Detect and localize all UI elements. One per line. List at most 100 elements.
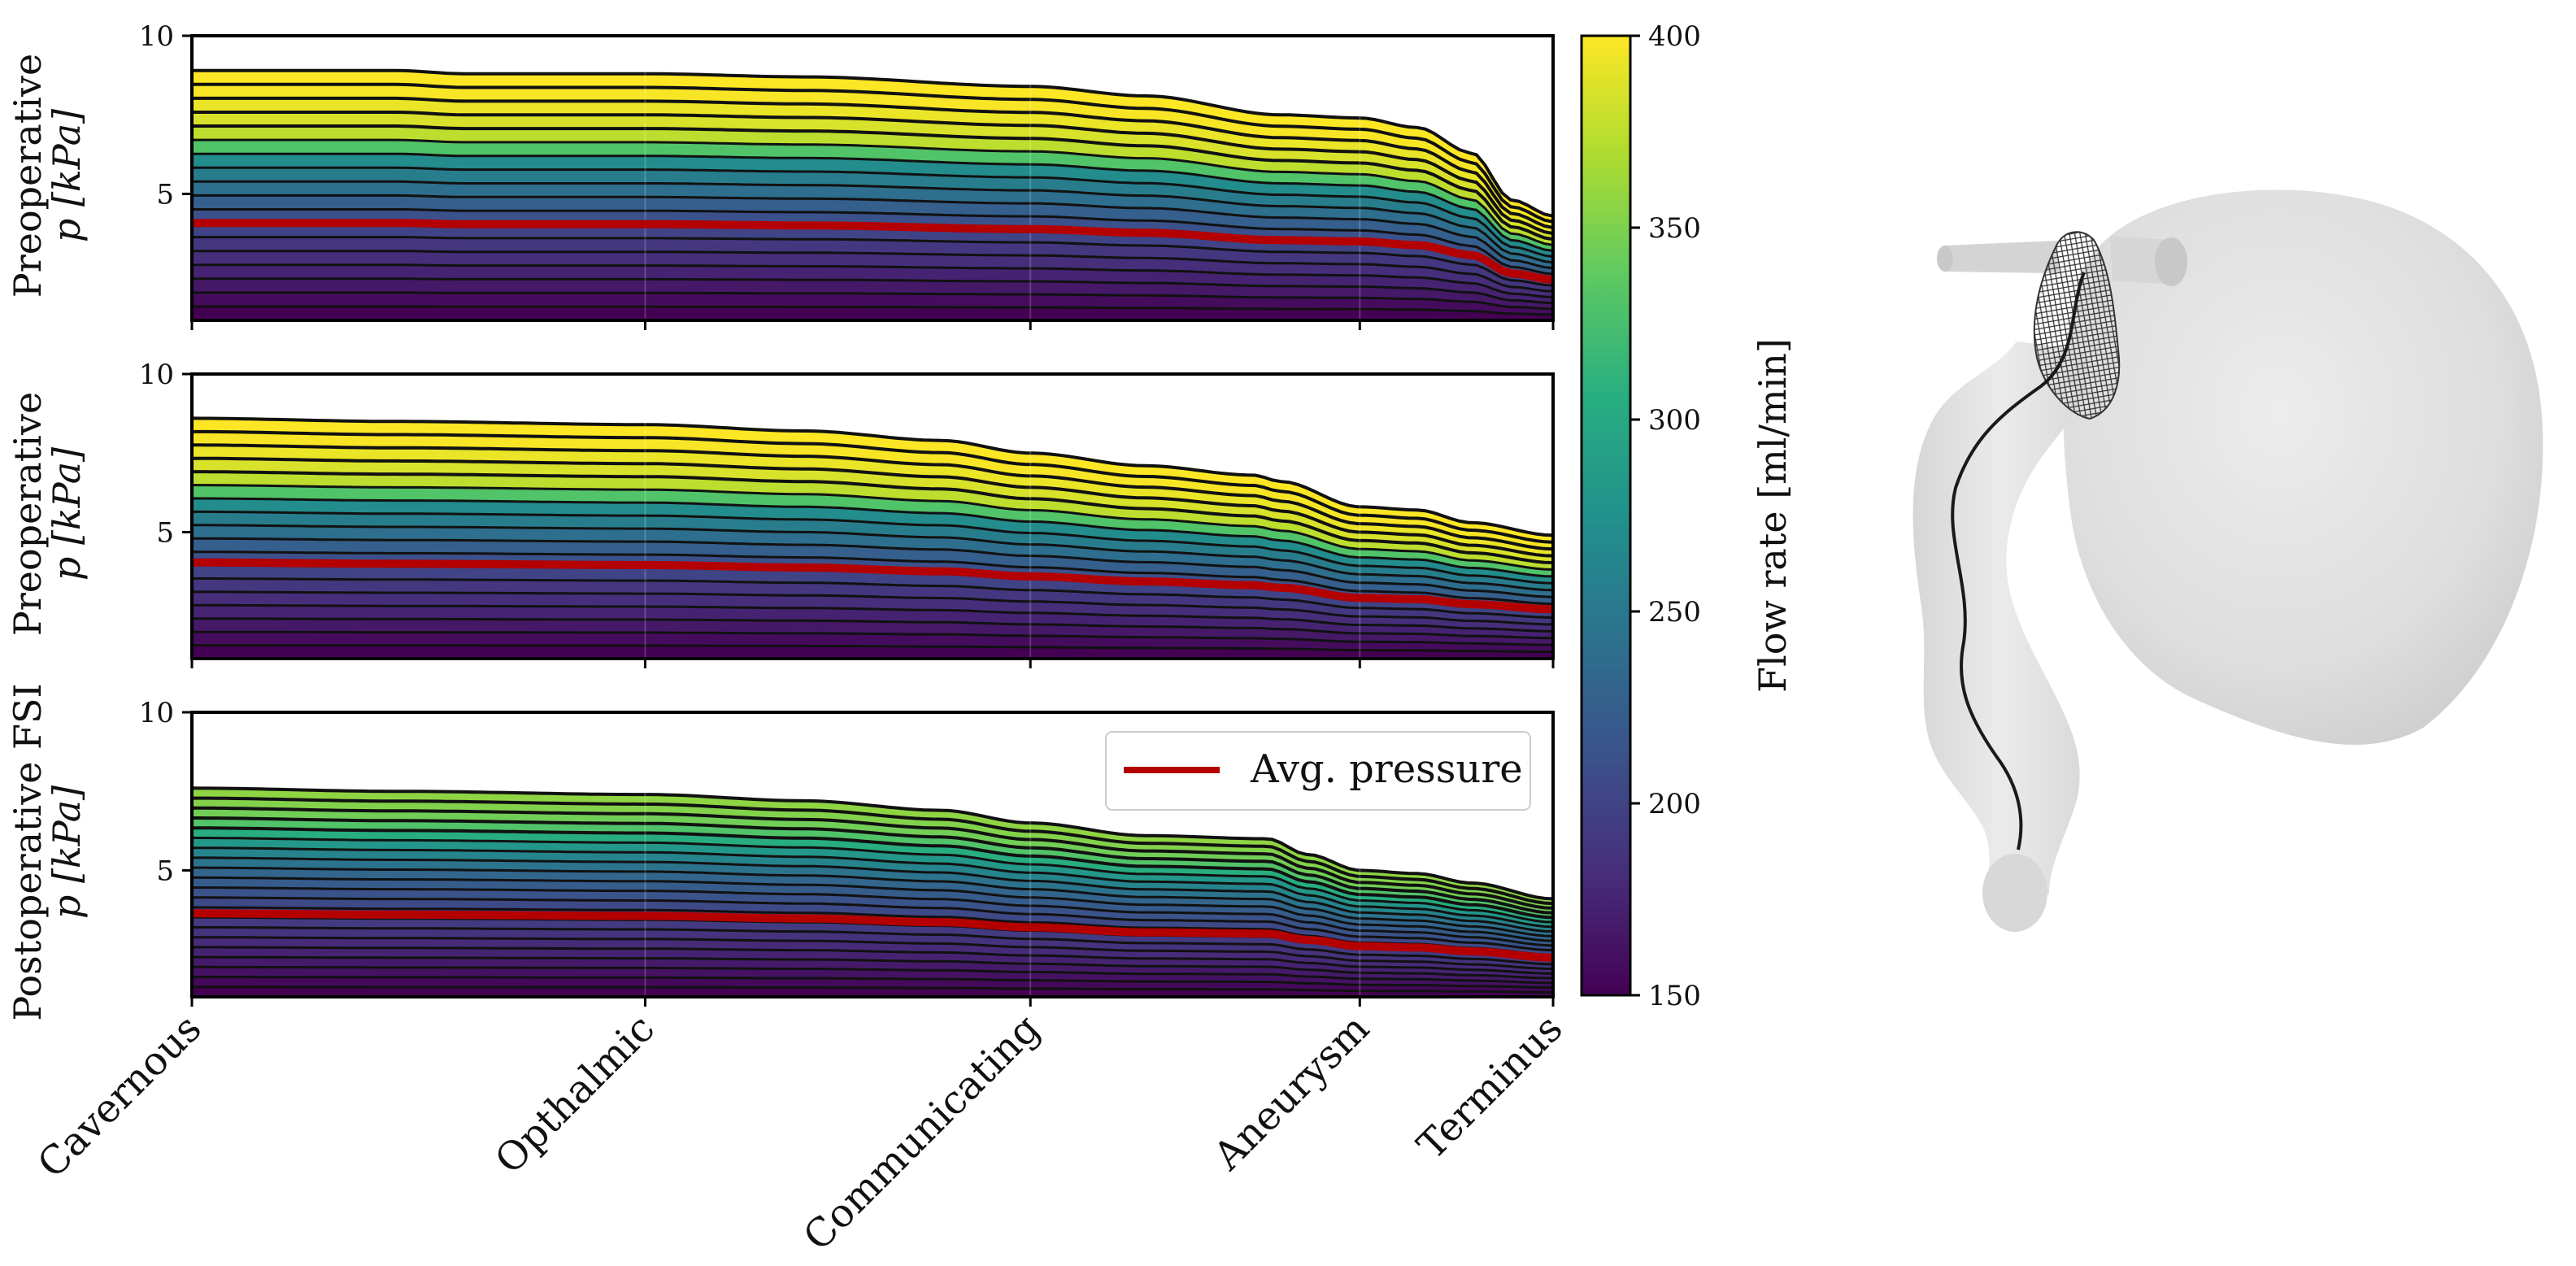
colorbar-tick-label: 150 xyxy=(1648,980,1701,1012)
contour-line xyxy=(192,617,1554,640)
contour-line xyxy=(192,644,1554,654)
contour-line xyxy=(192,429,1554,544)
ylabel-panel-1-line1: Preoperative xyxy=(6,54,50,298)
contour-line xyxy=(192,138,1554,246)
aneurysm-sac xyxy=(2063,189,2543,745)
flow-band xyxy=(192,917,1553,964)
flow-band xyxy=(192,946,1553,978)
contour-line xyxy=(192,124,1554,241)
contour-line xyxy=(192,208,1554,276)
contour-line xyxy=(192,965,1554,985)
flow-band xyxy=(192,84,1553,228)
parent-vessel xyxy=(1912,342,2088,894)
contour-line xyxy=(192,291,1554,311)
contour-line xyxy=(192,305,1554,316)
contour-line xyxy=(192,263,1554,298)
ylabel-panel-1-line2: p [kPa] xyxy=(45,109,89,242)
flow-band xyxy=(192,887,1553,951)
contour-line xyxy=(192,111,1554,236)
avg-pressure-line xyxy=(192,909,1554,962)
axes-frame xyxy=(190,34,1555,322)
flow-band xyxy=(192,126,1553,246)
x-axis-labels: Cavernous Opthalmic Communicating Aneurysm T… xyxy=(29,1006,1572,1259)
contour-line xyxy=(191,416,1554,537)
flow-band xyxy=(192,306,1553,320)
colorbar-tick-label: 200 xyxy=(1648,788,1701,820)
ylabel-panel-3-line1: Postoperative FSI xyxy=(6,683,50,1020)
contour-line xyxy=(192,497,1554,578)
colorbar-tick-label: 350 xyxy=(1648,212,1701,245)
flow-band xyxy=(192,458,1553,563)
flow-band xyxy=(192,605,1553,638)
contour-line xyxy=(192,796,1554,906)
contour-line xyxy=(192,456,1554,558)
x-category-label: Terminus xyxy=(1408,1006,1571,1168)
flow-band xyxy=(192,264,1553,303)
flow-band xyxy=(192,431,1553,550)
contour-line xyxy=(192,68,1554,218)
flow-band xyxy=(192,618,1553,646)
legend-label: Avg. pressure xyxy=(1250,746,1523,792)
ylabel-panel-2-line1: Preoperative xyxy=(6,392,50,636)
contour-line xyxy=(191,836,1554,924)
contour-line xyxy=(192,846,1554,929)
contour-line xyxy=(192,152,1554,252)
contour-line xyxy=(192,886,1554,947)
contour-line xyxy=(192,443,1554,551)
colorbar-tick-label: 300 xyxy=(1648,404,1701,437)
flow-band xyxy=(192,195,1553,274)
flow-band xyxy=(192,292,1553,315)
y-tick-label: 5 xyxy=(156,178,174,211)
colorbar-ticks: 150 200 250 300 350 400 xyxy=(1630,20,1701,1012)
y-tick-label: 10 xyxy=(139,697,174,729)
avg-pressure-line xyxy=(192,558,1554,614)
contour-line xyxy=(192,876,1554,942)
flow-band xyxy=(192,837,1553,927)
contour-line xyxy=(192,510,1554,585)
flow-band xyxy=(192,847,1553,932)
flow-band xyxy=(192,140,1553,251)
flow-band xyxy=(192,209,1553,281)
axes-frame xyxy=(190,711,1555,998)
y-tick-label: 10 xyxy=(139,359,174,391)
contour-line xyxy=(192,524,1554,592)
contour-line xyxy=(192,946,1554,975)
vessel-outlet xyxy=(1982,854,2047,932)
contour-line xyxy=(192,816,1554,915)
flow-band xyxy=(192,250,1553,298)
contour-line xyxy=(192,537,1554,598)
colorbar: 150 200 250 300 350 400 Flow rate [ml/min] xyxy=(1580,20,1795,1012)
flow-band xyxy=(192,70,1553,222)
contour-line xyxy=(191,786,1554,901)
flow-band xyxy=(192,578,1553,624)
flow-band xyxy=(192,565,1553,618)
contour-line xyxy=(191,484,1554,571)
x-category-label: Aneurysm xyxy=(1204,1006,1378,1180)
panel-preoperative-top: 5 10 xyxy=(139,20,1555,330)
vessel-model-3d-render xyxy=(1912,189,2543,932)
contour-line xyxy=(192,277,1554,305)
flow-band xyxy=(192,818,1553,918)
contour-line xyxy=(191,925,1554,966)
contour-line xyxy=(192,826,1554,920)
flow-band xyxy=(192,278,1553,309)
contour-line xyxy=(191,550,1554,606)
contour-line xyxy=(192,806,1554,910)
flow-band xyxy=(192,937,1553,974)
flow-band xyxy=(192,181,1553,268)
branch-left-end xyxy=(1937,246,1953,272)
x-category-label: Communicating xyxy=(794,1006,1048,1259)
centerline xyxy=(1951,272,2086,851)
contour-line xyxy=(192,603,1554,633)
flow-band xyxy=(192,957,1553,983)
x-category-label: Opthalmic xyxy=(486,1006,664,1183)
contour-line xyxy=(192,896,1554,952)
contour-line xyxy=(192,96,1554,229)
y-tick-label: 5 xyxy=(156,855,174,887)
branch-left xyxy=(1943,241,2059,273)
legend: Avg. pressure xyxy=(1105,731,1531,811)
flow-band xyxy=(192,632,1553,652)
panel-preoperative-middle: 5 10 xyxy=(139,359,1555,668)
contour-line xyxy=(192,866,1554,938)
